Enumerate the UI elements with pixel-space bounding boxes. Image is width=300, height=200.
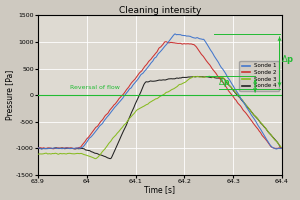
Legend: Sonde 1, Sonde 2, Sonde 3, Sonde 4: Sonde 1, Sonde 2, Sonde 3, Sonde 4 <box>239 61 279 91</box>
X-axis label: Time [s]: Time [s] <box>144 185 175 194</box>
Text: Reversal of flow: Reversal of flow <box>70 85 119 90</box>
Y-axis label: Pressure [Pa]: Pressure [Pa] <box>6 70 15 120</box>
Text: $\Delta$p: $\Delta$p <box>281 53 294 66</box>
Text: $\Delta$p: $\Delta$p <box>218 76 230 89</box>
Title: Cleaning intensity: Cleaning intensity <box>119 6 201 15</box>
